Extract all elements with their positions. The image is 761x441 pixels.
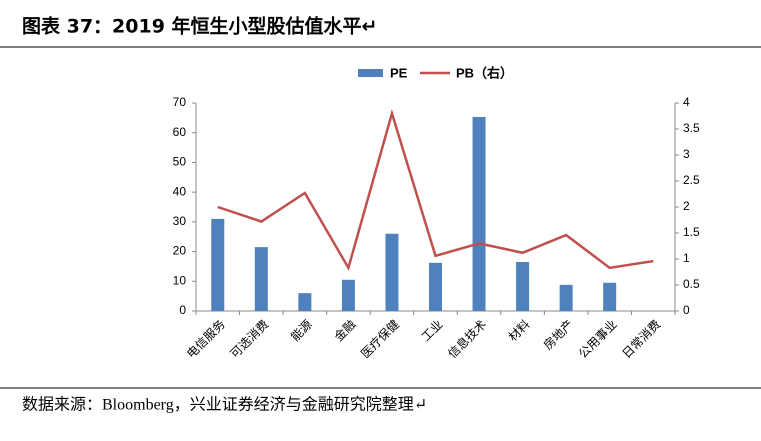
x-tick-label: 房地产 (540, 316, 576, 352)
title: 图表 37：2019 年恒生小型股估值水平↵ (22, 15, 377, 38)
x-tick-label: 公用事业 (576, 317, 620, 361)
bar (603, 282, 617, 311)
y2-tick-label: 1 (683, 251, 690, 265)
bar (254, 247, 268, 311)
legend-label: PB（右） (456, 65, 513, 80)
y-tick-label: 40 (173, 184, 187, 198)
source: 数据来源：Bloomberg，兴业证券经济与金融研究院整理↵ (22, 396, 427, 414)
legend-swatch (358, 69, 383, 77)
bar (341, 279, 355, 311)
y2-tick-label: 3 (683, 147, 690, 161)
x-tick-label: 医疗保健 (358, 317, 402, 361)
y-tick-label: 30 (173, 214, 187, 228)
y2-tick-label: 0.5 (683, 277, 700, 291)
bar (472, 116, 486, 311)
bar (429, 262, 442, 311)
bar (385, 233, 399, 311)
x-tick-label: 工业 (419, 317, 446, 344)
x-tick-label: 信息技术 (445, 316, 490, 361)
y2-tick-label: 2 (683, 199, 690, 213)
x-tick-label: 电信服务 (183, 316, 228, 361)
bar (211, 218, 225, 311)
y2-tick-label: 3.5 (683, 121, 700, 135)
y-tick-label: 0 (179, 303, 186, 317)
bar (516, 261, 530, 311)
x-tick-label: 金融 (331, 316, 359, 344)
y-tick-label: 10 (173, 273, 187, 287)
y-tick-label: 60 (173, 125, 187, 139)
y-tick-label: 20 (173, 244, 187, 258)
legend-label: PE (390, 65, 408, 80)
bar (298, 293, 312, 311)
y-tick-label: 50 (173, 155, 187, 169)
y-tick-label: 70 (173, 95, 187, 109)
x-tick-label: 日常消费 (619, 317, 663, 361)
y2-tick-label: 2.5 (683, 173, 700, 187)
x-tick-label: 能源 (288, 317, 315, 344)
y2-tick-label: 1.5 (683, 225, 700, 239)
x-tick-label: 可选消费 (228, 317, 272, 361)
y2-tick-label: 4 (683, 95, 690, 109)
line (217, 108, 654, 272)
x-tick-label: 材料 (506, 317, 533, 344)
bar (559, 284, 573, 311)
y2-tick-label: 0 (683, 303, 690, 317)
